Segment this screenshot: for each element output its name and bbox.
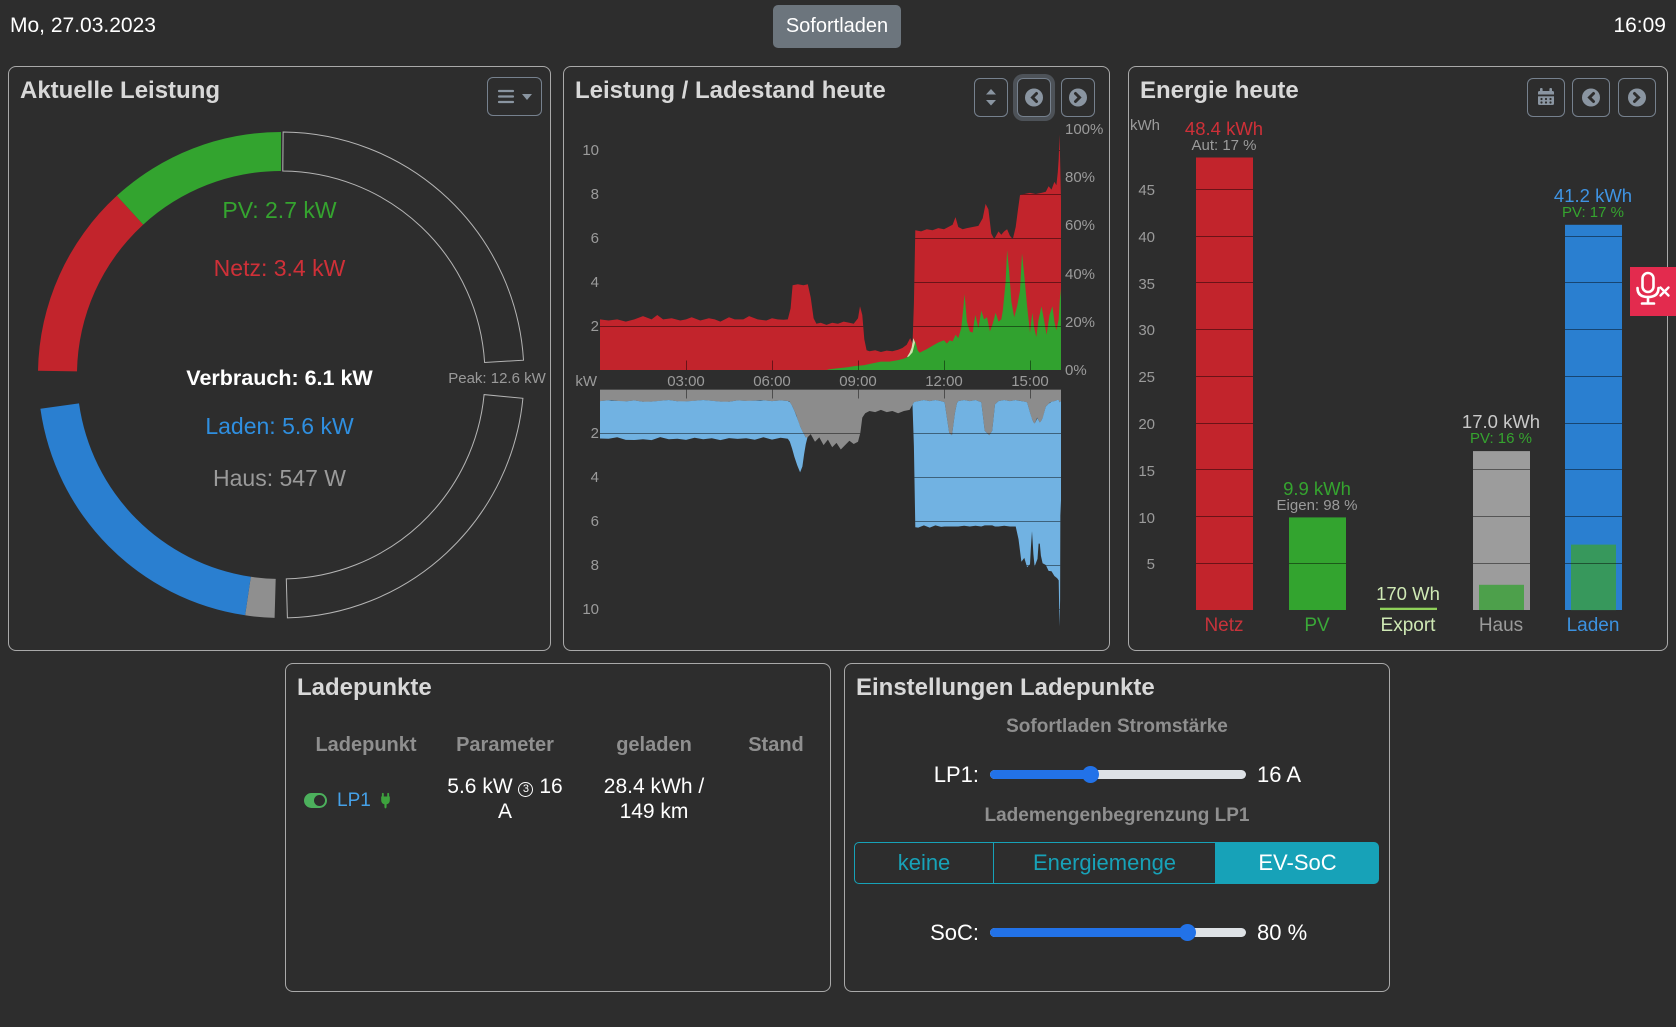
svg-text:48.4 kWh: 48.4 kWh	[1185, 118, 1263, 139]
svg-text:Aut: 17 %: Aut: 17 %	[1191, 137, 1256, 154]
svg-text:30: 30	[1138, 322, 1155, 339]
svg-text:45: 45	[1138, 182, 1155, 199]
svg-text:kWh: kWh	[1130, 117, 1160, 134]
svg-text:12:00: 12:00	[925, 373, 963, 390]
svg-text:60%: 60%	[1065, 217, 1095, 234]
svg-text:100%: 100%	[1065, 121, 1103, 138]
svg-text:10: 10	[1138, 510, 1155, 527]
svg-text:20: 20	[1138, 416, 1155, 433]
svg-text:80%: 80%	[1065, 169, 1095, 186]
svg-text:6: 6	[591, 513, 599, 530]
svg-text:9.9 kWh: 9.9 kWh	[1283, 478, 1351, 499]
svg-text:kW: kW	[575, 373, 598, 390]
svg-text:15:00: 15:00	[1011, 373, 1049, 390]
svg-text:40: 40	[1138, 229, 1155, 246]
svg-text:15: 15	[1138, 463, 1155, 480]
svg-text:2: 2	[591, 318, 599, 335]
svg-text:170 Wh: 170 Wh	[1376, 583, 1440, 604]
svg-text:5: 5	[1147, 556, 1155, 573]
svg-text:Haus: Haus	[1479, 615, 1523, 636]
svg-text:Export: Export	[1381, 615, 1437, 636]
svg-text:20%: 20%	[1065, 314, 1095, 331]
svg-text:06:00: 06:00	[753, 373, 791, 390]
svg-text:2: 2	[591, 425, 599, 442]
svg-text:8: 8	[591, 557, 599, 574]
svg-text:4: 4	[591, 274, 599, 291]
svg-text:10: 10	[582, 142, 599, 159]
svg-text:0%: 0%	[1065, 362, 1087, 379]
svg-text:10: 10	[582, 601, 599, 618]
svg-text:35: 35	[1138, 276, 1155, 293]
svg-text:Netz: Netz	[1204, 615, 1243, 636]
svg-text:4: 4	[591, 469, 599, 486]
svg-text:PV: 16 %: PV: 16 %	[1470, 430, 1532, 447]
svg-text:03:00: 03:00	[667, 373, 705, 390]
svg-text:PV: PV	[1304, 615, 1330, 636]
svg-text:40%: 40%	[1065, 266, 1095, 283]
svg-text:17.0 kWh: 17.0 kWh	[1462, 411, 1540, 432]
svg-text:Eigen: 98 %: Eigen: 98 %	[1277, 497, 1358, 514]
svg-text:PV: 17 %: PV: 17 %	[1562, 204, 1624, 221]
svg-text:09:00: 09:00	[839, 373, 877, 390]
svg-text:41.2 kWh: 41.2 kWh	[1554, 185, 1632, 206]
svg-text:Laden: Laden	[1567, 615, 1620, 636]
svg-text:6: 6	[591, 230, 599, 247]
svg-text:8: 8	[591, 186, 599, 203]
svg-text:25: 25	[1138, 369, 1155, 386]
